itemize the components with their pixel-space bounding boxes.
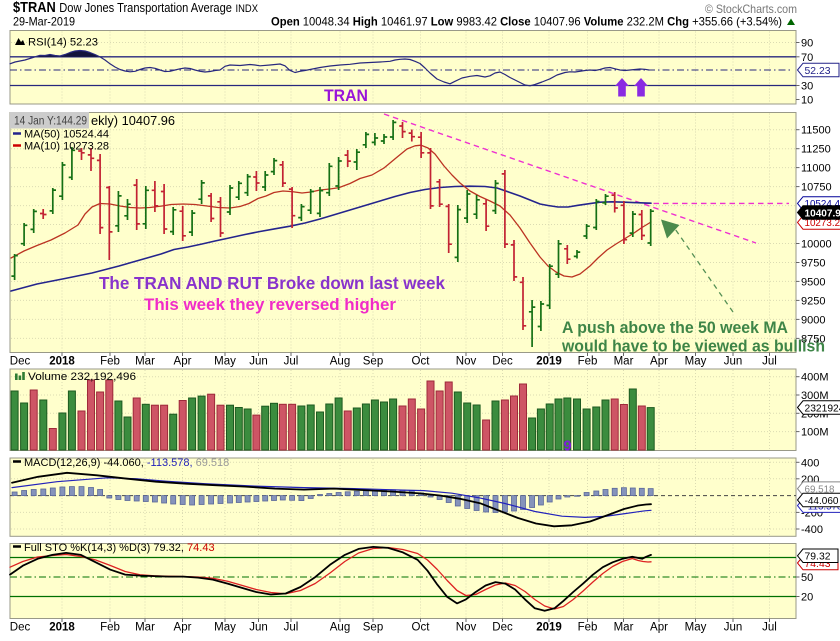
- svg-text:Aug: Aug: [330, 356, 350, 368]
- svg-text:RSI(14) 52.23: RSI(14) 52.23: [28, 37, 98, 49]
- svg-text:400M: 400M: [801, 372, 829, 384]
- svg-text:10407.96: 10407.96: [805, 207, 840, 219]
- svg-text:9: 9: [564, 439, 572, 455]
- svg-text:Jul: Jul: [762, 622, 777, 634]
- svg-text:79.32: 79.32: [805, 551, 831, 563]
- svg-text:Volume 232,192,496: Volume 232,192,496: [28, 371, 136, 383]
- svg-text:2018: 2018: [49, 622, 75, 634]
- svg-text:A push above the 50 week MA: A push above the 50 week MA: [562, 318, 788, 337]
- svg-text:9000: 9000: [801, 314, 825, 326]
- svg-text:Nov: Nov: [456, 356, 477, 368]
- svg-text:TRAN: TRAN: [324, 86, 368, 105]
- svg-text:10000: 10000: [801, 239, 832, 251]
- svg-text:Jun: Jun: [724, 356, 743, 368]
- svg-text:9250: 9250: [801, 295, 825, 307]
- svg-text:11000: 11000: [801, 163, 831, 175]
- svg-text:The TRAN AND RUT Broke down l: The TRAN AND RUT Broke down last week: [99, 273, 445, 293]
- svg-text:70: 70: [801, 52, 813, 64]
- svg-text:11500: 11500: [801, 125, 831, 137]
- svg-text:MA(10) 10273.28: MA(10) 10273.28: [24, 141, 109, 153]
- svg-text:ekly) 10407.96: ekly) 10407.96: [91, 113, 175, 128]
- svg-text:Apr: Apr: [650, 622, 668, 634]
- svg-text:-400: -400: [801, 524, 823, 536]
- svg-text:May: May: [685, 622, 707, 634]
- svg-text:Oct: Oct: [412, 356, 431, 368]
- svg-text:May: May: [214, 622, 236, 634]
- svg-text:Nov: Nov: [456, 622, 477, 634]
- svg-text:11250: 11250: [801, 144, 831, 156]
- svg-text:Jun: Jun: [249, 356, 268, 368]
- svg-text:100M: 100M: [801, 427, 829, 439]
- svg-text:2018: 2018: [49, 356, 75, 368]
- svg-text:400: 400: [801, 457, 819, 469]
- svg-text:Apr: Apr: [174, 622, 192, 634]
- svg-text:Sep: Sep: [363, 356, 383, 368]
- svg-text:Dec: Dec: [10, 356, 31, 368]
- svg-text:Feb: Feb: [578, 356, 598, 368]
- svg-text:20: 20: [801, 592, 813, 604]
- svg-text:Oct: Oct: [412, 622, 431, 634]
- svg-text:Dec: Dec: [492, 356, 513, 368]
- svg-text:10750: 10750: [801, 182, 832, 194]
- svg-text:8750: 8750: [801, 333, 825, 345]
- svg-text:MA(50) 10524.44: MA(50) 10524.44: [24, 129, 109, 141]
- svg-text:Feb: Feb: [100, 622, 120, 634]
- svg-text:Feb: Feb: [578, 622, 598, 634]
- svg-text:Full STO %K(14,3) %D(3) 79.32,: Full STO %K(14,3) %D(3) 79.32, 74.43: [24, 542, 215, 554]
- svg-text:300M: 300M: [801, 390, 829, 402]
- svg-text:9500: 9500: [801, 276, 825, 288]
- svg-text:2321924: 2321924: [805, 402, 840, 414]
- svg-text:52.23: 52.23: [805, 65, 831, 77]
- svg-text:Jun: Jun: [249, 622, 268, 634]
- svg-text:Aug: Aug: [330, 622, 350, 634]
- svg-text:9750: 9750: [801, 258, 825, 270]
- svg-text:May: May: [214, 356, 236, 368]
- svg-text:Jul: Jul: [284, 622, 299, 634]
- svg-text:2019: 2019: [536, 622, 562, 634]
- svg-text:Mar: Mar: [614, 622, 634, 634]
- svg-text:would have to be viewed as bul: would have to be viewed as bullish: [561, 337, 825, 356]
- svg-text:Apr: Apr: [174, 356, 192, 368]
- svg-text:This week they reversed higher: This week they reversed higher: [144, 295, 396, 314]
- svg-text:Feb: Feb: [100, 356, 120, 368]
- svg-text:Dec: Dec: [10, 622, 31, 634]
- svg-text:-44.060: -44.060: [805, 495, 839, 507]
- svg-text:Mar: Mar: [135, 356, 155, 368]
- svg-text:MACD(12,26,9) -44.060, -113.57: MACD(12,26,9) -44.060, -113.578, 69.518: [24, 457, 229, 469]
- svg-text:Mar: Mar: [614, 356, 634, 368]
- svg-text:Jul: Jul: [762, 356, 777, 368]
- svg-text:Jul: Jul: [284, 356, 299, 368]
- svg-text:Mar: Mar: [135, 622, 155, 634]
- svg-text:50: 50: [801, 572, 813, 584]
- svg-text:90: 90: [801, 38, 813, 50]
- svg-text:30: 30: [801, 81, 813, 93]
- svg-text:Open 10048.34 High 10461.97 Lo: Open 10048.34 High 10461.97 Low 9983.42 …: [271, 15, 782, 29]
- svg-text:Dec: Dec: [492, 622, 513, 634]
- svg-text:Sep: Sep: [363, 622, 383, 634]
- svg-text:10: 10: [801, 95, 813, 107]
- svg-text:2019: 2019: [536, 356, 562, 368]
- svg-text:May: May: [685, 356, 707, 368]
- svg-text:Jun: Jun: [724, 622, 743, 634]
- svg-text:29-Mar-2019: 29-Mar-2019: [13, 15, 75, 29]
- svg-text:Apr: Apr: [650, 356, 668, 368]
- svg-text:14 Jan Y:144.29: 14 Jan Y:144.29: [14, 116, 87, 128]
